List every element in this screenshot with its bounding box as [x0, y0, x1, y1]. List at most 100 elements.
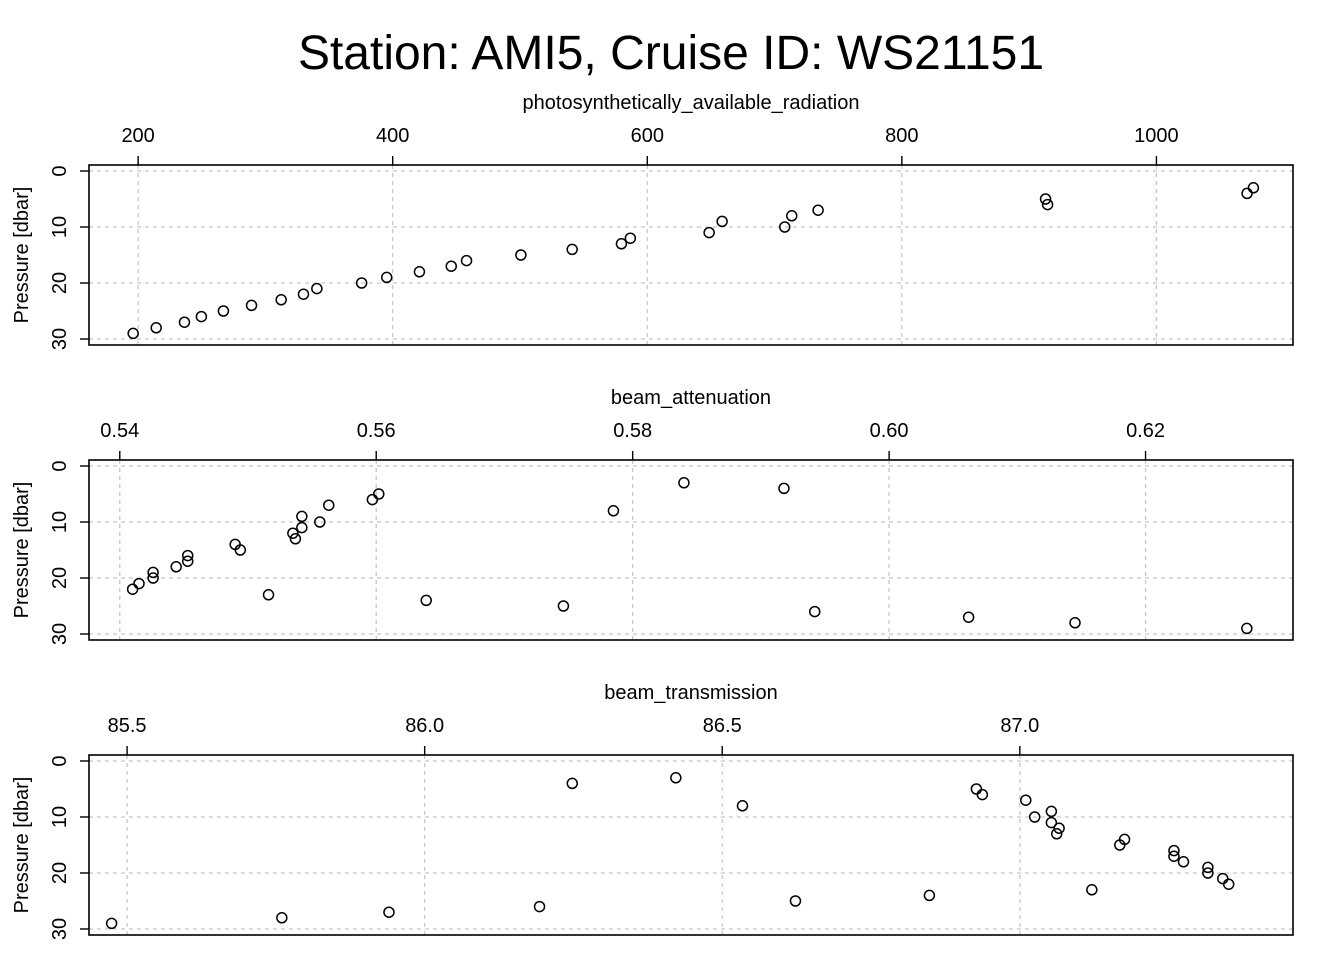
y-tick-label: 0 [49, 165, 71, 176]
data-point [245, 299, 258, 312]
panel-1: 200 400 600 800 1000 0 10 20 30 photosyntheticall… [11, 92, 1294, 350]
data-point [1168, 844, 1180, 857]
data-point [1050, 828, 1063, 840]
x-tick-label: 200 [121, 125, 154, 147]
data-point [1053, 822, 1065, 834]
data-point [413, 266, 426, 278]
data-point [962, 611, 975, 623]
data-point [716, 215, 728, 228]
data-point [703, 226, 715, 239]
data-point [126, 583, 139, 595]
data-point [150, 322, 162, 334]
data-point [355, 277, 368, 289]
y-tick-label: 20 [49, 862, 71, 884]
data-point [170, 561, 182, 573]
data-point [1069, 617, 1081, 629]
y-axis-label: Pressure [dbar] [11, 777, 33, 914]
x-tick-label: 400 [376, 125, 409, 147]
y-tick-label: 0 [49, 755, 71, 766]
data-point [670, 772, 682, 784]
data-point [615, 238, 628, 250]
x-axis-label: beam_attenuation [611, 387, 771, 409]
x-tick-label: 0.56 [357, 420, 396, 442]
data-point [736, 800, 749, 812]
x-tick-label: 87.0 [1000, 715, 1039, 737]
data-point [217, 305, 230, 317]
data-point [1020, 794, 1032, 806]
x-tick-label: 86.5 [703, 715, 742, 737]
data-point [1086, 884, 1098, 896]
data-point [566, 777, 579, 790]
data-point [1241, 622, 1253, 635]
y-tick-label: 10 [49, 806, 71, 828]
x-tick-label: 0.62 [1126, 420, 1165, 442]
data-point [789, 895, 802, 907]
data-point [181, 549, 194, 562]
panel-3: 85.5 86.0 86.5 87.0 0 10 20 30 beam_transmission… [11, 682, 1294, 940]
y-tick-label: 30 [49, 918, 71, 940]
data-point [366, 493, 379, 506]
y-axis-label: Pressure [dbar] [11, 187, 33, 324]
data-point [133, 577, 145, 590]
data-point [607, 505, 620, 517]
data-point [445, 260, 458, 272]
data-point [1045, 816, 1058, 829]
data-point [1039, 193, 1052, 205]
plot-frame [88, 459, 1294, 641]
x-tick-label: 0.54 [100, 420, 139, 442]
data-point [178, 316, 191, 328]
panels: 200 400 600 800 10000102030photosyntheticall… [11, 92, 1294, 940]
data-point [105, 917, 118, 930]
y-axis-label: Pressure [dbar] [11, 482, 33, 619]
data-point [127, 327, 139, 340]
y-tick-label: 10 [49, 216, 71, 238]
data-point [785, 210, 798, 222]
x-tick-label: 0.58 [613, 420, 652, 442]
data-point [262, 589, 275, 601]
x-tick-label: 1000 [1134, 125, 1179, 147]
figure-title: Station: AMI5, Cruise ID: WS21151 [298, 27, 1044, 80]
data-point [147, 572, 159, 584]
data-point [1202, 867, 1214, 879]
y-tick-label: 30 [49, 623, 71, 645]
data-point [812, 204, 824, 216]
data-point [195, 310, 208, 323]
data-point [1241, 187, 1253, 200]
data-point [1202, 861, 1214, 874]
data-point [380, 271, 393, 284]
y-tick-label: 10 [49, 511, 71, 533]
plot-frame [88, 754, 1294, 936]
data-point [460, 254, 473, 267]
y-tick-label: 20 [49, 272, 71, 294]
y-tick-label: 0 [49, 460, 71, 471]
data-point [323, 499, 335, 511]
x-tick-label: 0.60 [870, 420, 909, 442]
plot-frame [88, 164, 1294, 346]
data-point [311, 282, 323, 295]
data-point [383, 906, 395, 918]
data-point [678, 477, 690, 489]
data-point [275, 294, 287, 306]
data-point [1045, 805, 1058, 818]
data-point [557, 600, 570, 612]
data-point [181, 555, 194, 567]
data-point [624, 232, 637, 244]
data-point [289, 533, 302, 545]
x-tick-label: 800 [885, 125, 918, 147]
data-point [1168, 850, 1180, 862]
data-point [808, 605, 821, 618]
panel-2: 0.54 0.56 0.58 0.60 0.62 0 10 20 30 beam_attenuat… [11, 387, 1294, 645]
data-point [1114, 839, 1126, 851]
data-point [287, 527, 299, 539]
x-axis-label: photosynthetically_available_radiation [523, 92, 860, 114]
data-point [276, 912, 288, 924]
y-tick-label: 20 [49, 567, 71, 589]
y-tick-label: 30 [49, 328, 71, 350]
data-point [1177, 856, 1190, 868]
data-point [1041, 198, 1054, 211]
data-point [533, 900, 546, 913]
x-tick-label: 600 [631, 125, 664, 147]
data-point [296, 521, 308, 534]
x-tick-label: 86.0 [405, 715, 444, 737]
